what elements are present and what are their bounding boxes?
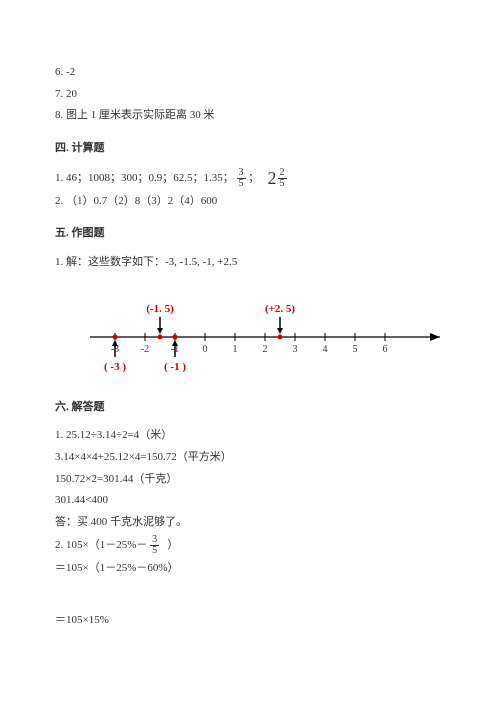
s4-q1: 1. 46；1008；300；0.9；62.5；1.35； 3 5 ； 2 2 … bbox=[55, 168, 445, 189]
s4-q1-sep: ； bbox=[248, 172, 259, 184]
s6-q2-b: ） bbox=[167, 539, 178, 551]
svg-text:6: 6 bbox=[383, 344, 388, 355]
s4-q1-mixed-frac: 2 5 bbox=[278, 168, 287, 189]
svg-text:5: 5 bbox=[353, 344, 358, 355]
s6-l1: 1. 25.12÷3.14÷2=4（米） bbox=[55, 426, 445, 445]
svg-text:3: 3 bbox=[293, 344, 298, 355]
s6-l2: 3.14×4×4+25.12×4=150.72（平方米） bbox=[55, 448, 445, 467]
number-line-svg: -3-2-10123456( -3 )(-1. 5)( -1 )(+2. 5) bbox=[75, 282, 455, 377]
section-6-head: 六. 解答题 bbox=[55, 398, 445, 417]
svg-text:0: 0 bbox=[203, 344, 208, 355]
s4-q1-frac1: 3 5 bbox=[237, 168, 246, 189]
number-line-diagram: -3-2-10123456( -3 )(-1. 5)( -1 )(+2. 5) bbox=[75, 282, 445, 384]
pre-line-1: 6. -2 bbox=[55, 63, 445, 82]
svg-text:(+2. 5): (+2. 5) bbox=[265, 303, 295, 315]
svg-text:( -1 ): ( -1 ) bbox=[164, 361, 186, 373]
s6-l8: ＝105×15% bbox=[55, 611, 445, 630]
svg-text:(-1. 5): (-1. 5) bbox=[146, 303, 174, 315]
section-5-head: 五. 作图题 bbox=[55, 224, 445, 243]
section-4-head: 四. 计算题 bbox=[55, 139, 445, 158]
svg-text:-2: -2 bbox=[141, 344, 149, 355]
frac-den: 5 bbox=[150, 546, 159, 556]
s4-q2: 2. （1）0.7（2）8（3）2（4）600 bbox=[55, 192, 445, 211]
pre-line-2: 7. 20 bbox=[55, 85, 445, 104]
spacer bbox=[55, 580, 445, 608]
frac-den: 5 bbox=[237, 179, 246, 189]
s5-q1: 1. 解：这些数字如下：-3, -1.5, -1, +2.5 bbox=[55, 253, 445, 272]
frac-num: 3 bbox=[150, 535, 159, 546]
svg-text:1: 1 bbox=[233, 344, 238, 355]
s4-q1-prefix: 1. 46；1008；300；0.9；62.5；1.35； bbox=[55, 172, 234, 184]
pre-line-3: 8. 图上 1 厘米表示实际距离 30 米 bbox=[55, 106, 445, 125]
svg-text:4: 4 bbox=[323, 344, 328, 355]
s6-l7: ＝105×（1－25%－60%） bbox=[55, 559, 445, 578]
frac-den: 5 bbox=[278, 179, 287, 189]
s6-l5: 答：买 400 千克水泥够了。 bbox=[55, 513, 445, 532]
s4-q1-mixed-int: 2 bbox=[268, 169, 277, 187]
s6-l3: 150.72×2=301.44（千克） bbox=[55, 470, 445, 489]
svg-text:2: 2 bbox=[263, 344, 268, 355]
s6-q2-line1: 2. 105×（1－25%－ 3 5 ） bbox=[55, 535, 445, 556]
svg-text:( -3 ): ( -3 ) bbox=[104, 361, 126, 373]
s6-l4: 301.44<400 bbox=[55, 491, 445, 510]
s6-q2-a: 2. 105×（1－25%－ bbox=[55, 539, 147, 551]
s6-q2-frac: 3 5 bbox=[150, 535, 159, 556]
